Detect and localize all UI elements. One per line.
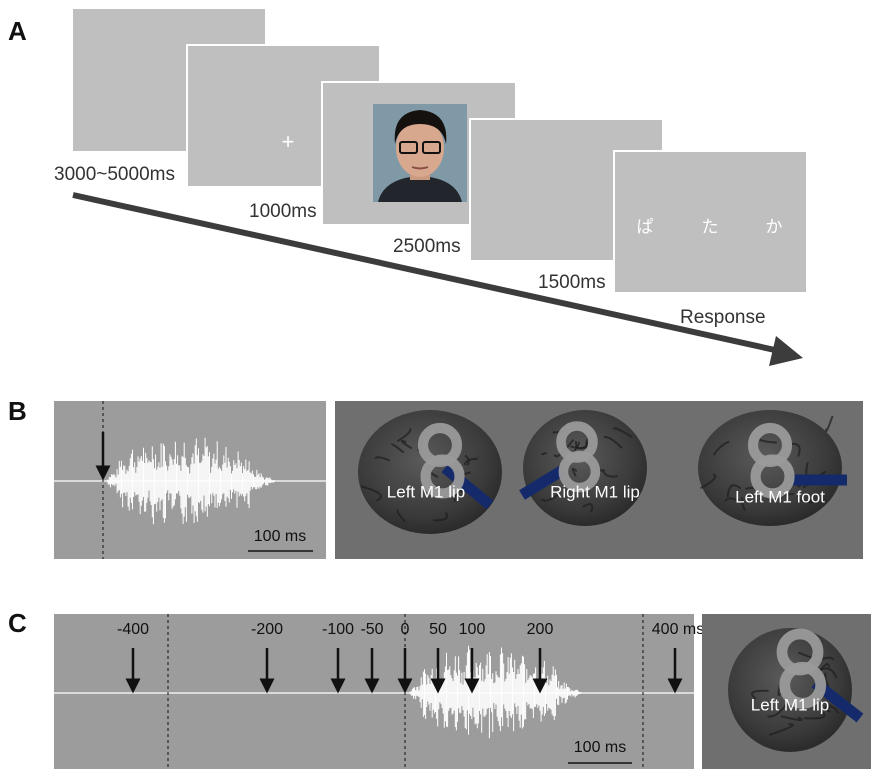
coil-site-label: Left M1 foot <box>735 487 825 506</box>
time-label: -50 <box>360 621 383 638</box>
scale-bar-label: 100 ms <box>254 528 306 545</box>
timeline-arrowhead <box>769 336 803 366</box>
time-label: 0 <box>401 621 410 638</box>
face-photo <box>373 104 467 202</box>
coil-site-label: Right M1 lip <box>550 482 640 501</box>
duration-label: 3000~5000ms <box>54 164 175 185</box>
time-label: 200 <box>527 621 554 638</box>
fixation-cross: + <box>282 129 295 154</box>
syllable: か <box>766 217 783 236</box>
time-label: 50 <box>429 621 447 638</box>
time-label: -400 <box>117 621 149 638</box>
time-label: -100 <box>322 621 354 638</box>
time-label: -200 <box>251 621 283 638</box>
panel-label: A <box>8 16 27 46</box>
syllable: ぱ <box>637 217 654 236</box>
time-label: 100 <box>459 621 486 638</box>
duration-label: 1000ms <box>249 201 317 222</box>
coil-site-label: Left M1 lip <box>751 695 829 714</box>
duration-label: 2500ms <box>393 236 461 257</box>
scale-bar-label: 100 ms <box>574 739 626 756</box>
syllable: た <box>702 217 719 236</box>
time-label: 400 ms <box>652 621 704 638</box>
coil-site-label: Left M1 lip <box>387 482 465 501</box>
brain: Left M1 lip <box>358 410 502 534</box>
brain-sulcus <box>542 453 547 454</box>
brain: Right M1 lip <box>522 410 647 526</box>
response-label: Response <box>680 307 766 328</box>
panel-a: + ぱ た か 3000~5000ms 1000ms 2500ms 1500ms… <box>54 9 807 366</box>
panel-label: B <box>8 396 27 426</box>
figure: A B C + ぱ た か 3000~5000ms 1000ms 2500ms … <box>0 0 871 769</box>
panel-label: C <box>8 608 27 638</box>
duration-label: 1500ms <box>538 272 606 293</box>
